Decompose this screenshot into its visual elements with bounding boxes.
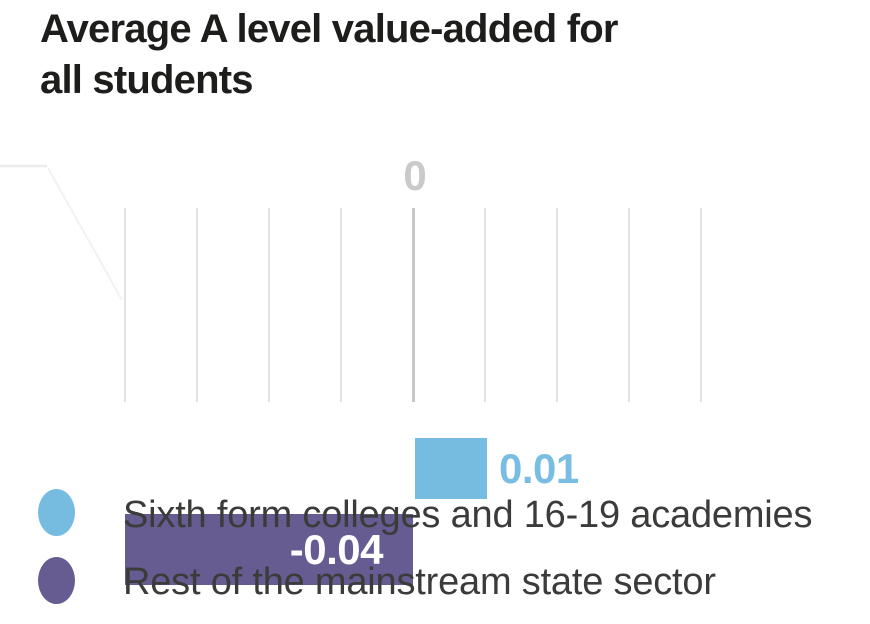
chart-title-line2: all students — [40, 58, 253, 102]
bar-chart: 0 -0.04 0.01 — [0, 152, 870, 585]
bar-rest-of-state-sector: -0.04 — [125, 514, 413, 585]
gridline — [340, 208, 342, 402]
x-axis-zero-tick-label: 0 — [403, 152, 427, 199]
chart-title: Average A level value-added for all stud… — [40, 4, 680, 106]
legend-label-sixth-form: Sixth form colleges and 16-19 academies — [123, 494, 813, 536]
chart-title-line1: Average A level value-added for — [40, 7, 618, 51]
gridline — [556, 208, 558, 402]
gridline — [196, 208, 198, 402]
gridline — [484, 208, 486, 402]
gridline — [700, 208, 702, 402]
zero-gridline — [412, 208, 415, 402]
plot-area: -0.04 0.01 — [0, 208, 870, 585]
gridline — [268, 208, 270, 402]
gridline — [628, 208, 630, 402]
bar-value-label-negative: -0.04 — [289, 525, 384, 573]
legend-marker-state-sector — [38, 557, 75, 604]
legend-marker-sixth-form — [38, 489, 75, 536]
bar-value-label-positive: 0.01 — [499, 444, 579, 492]
legend-label-state-sector: Rest of the mainstream state sector — [123, 561, 716, 603]
gridline — [124, 208, 126, 402]
bar-sixth-form-colleges — [415, 438, 487, 499]
